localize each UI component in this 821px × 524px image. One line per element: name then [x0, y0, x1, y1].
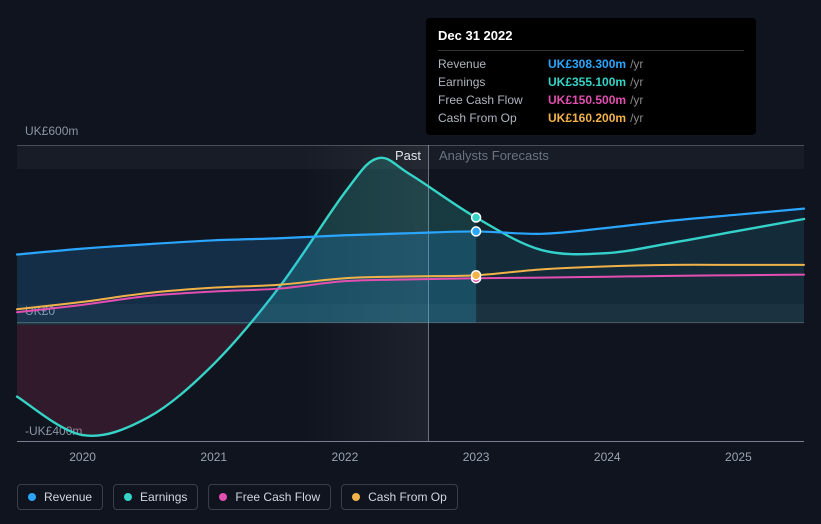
- tooltip-value: UK£355.100m: [548, 73, 626, 91]
- legend-item-revenue[interactable]: Revenue: [17, 484, 103, 510]
- x-tick-label: 2021: [200, 450, 227, 464]
- tooltip-value: UK£308.300m: [548, 55, 626, 73]
- x-axis-line: [17, 441, 804, 442]
- tooltip-label: Cash From Op: [438, 109, 548, 127]
- legend-label: Earnings: [140, 490, 187, 504]
- legend-dot: [28, 493, 36, 501]
- legend-item-earnings[interactable]: Earnings: [113, 484, 198, 510]
- tooltip-date: Dec 31 2022: [438, 26, 744, 51]
- tooltip-row: Earnings UK£355.100m /yr: [438, 73, 744, 91]
- x-tick-label: 2024: [594, 450, 621, 464]
- x-tick-label: 2025: [725, 450, 752, 464]
- tooltip-label: Revenue: [438, 55, 548, 73]
- marker-revenue: [472, 227, 481, 236]
- tooltip-row: Cash From Op UK£160.200m /yr: [438, 109, 744, 127]
- tooltip-unit: /yr: [630, 73, 643, 91]
- x-tick-label: 2023: [463, 450, 490, 464]
- x-tick-label: 2022: [332, 450, 359, 464]
- tooltip-value: UK£150.500m: [548, 91, 626, 109]
- marker-earnings: [472, 213, 481, 222]
- legend: Revenue Earnings Free Cash Flow Cash Fro…: [17, 484, 458, 510]
- tooltip-label: Free Cash Flow: [438, 91, 548, 109]
- legend-label: Cash From Op: [368, 490, 447, 504]
- chart-canvas: [17, 145, 804, 441]
- x-tick-label: 2020: [69, 450, 96, 464]
- y-tick-label: UK£600m: [25, 124, 78, 138]
- tooltip-row: Free Cash Flow UK£150.500m /yr: [438, 91, 744, 109]
- tooltip-row: Revenue UK£308.300m /yr: [438, 55, 744, 73]
- legend-item-cfo[interactable]: Cash From Op: [341, 484, 458, 510]
- legend-label: Free Cash Flow: [235, 490, 320, 504]
- legend-dot: [124, 493, 132, 501]
- tooltip-value: UK£160.200m: [548, 109, 626, 127]
- tooltip-unit: /yr: [630, 55, 643, 73]
- legend-label: Revenue: [44, 490, 92, 504]
- legend-dot: [352, 493, 360, 501]
- tooltip-unit: /yr: [630, 109, 643, 127]
- legend-dot: [219, 493, 227, 501]
- legend-item-fcf[interactable]: Free Cash Flow: [208, 484, 331, 510]
- tooltip-unit: /yr: [630, 91, 643, 109]
- marker-cfo: [472, 271, 481, 280]
- tooltip: Dec 31 2022 Revenue UK£308.300m /yr Earn…: [426, 18, 756, 135]
- tooltip-label: Earnings: [438, 73, 548, 91]
